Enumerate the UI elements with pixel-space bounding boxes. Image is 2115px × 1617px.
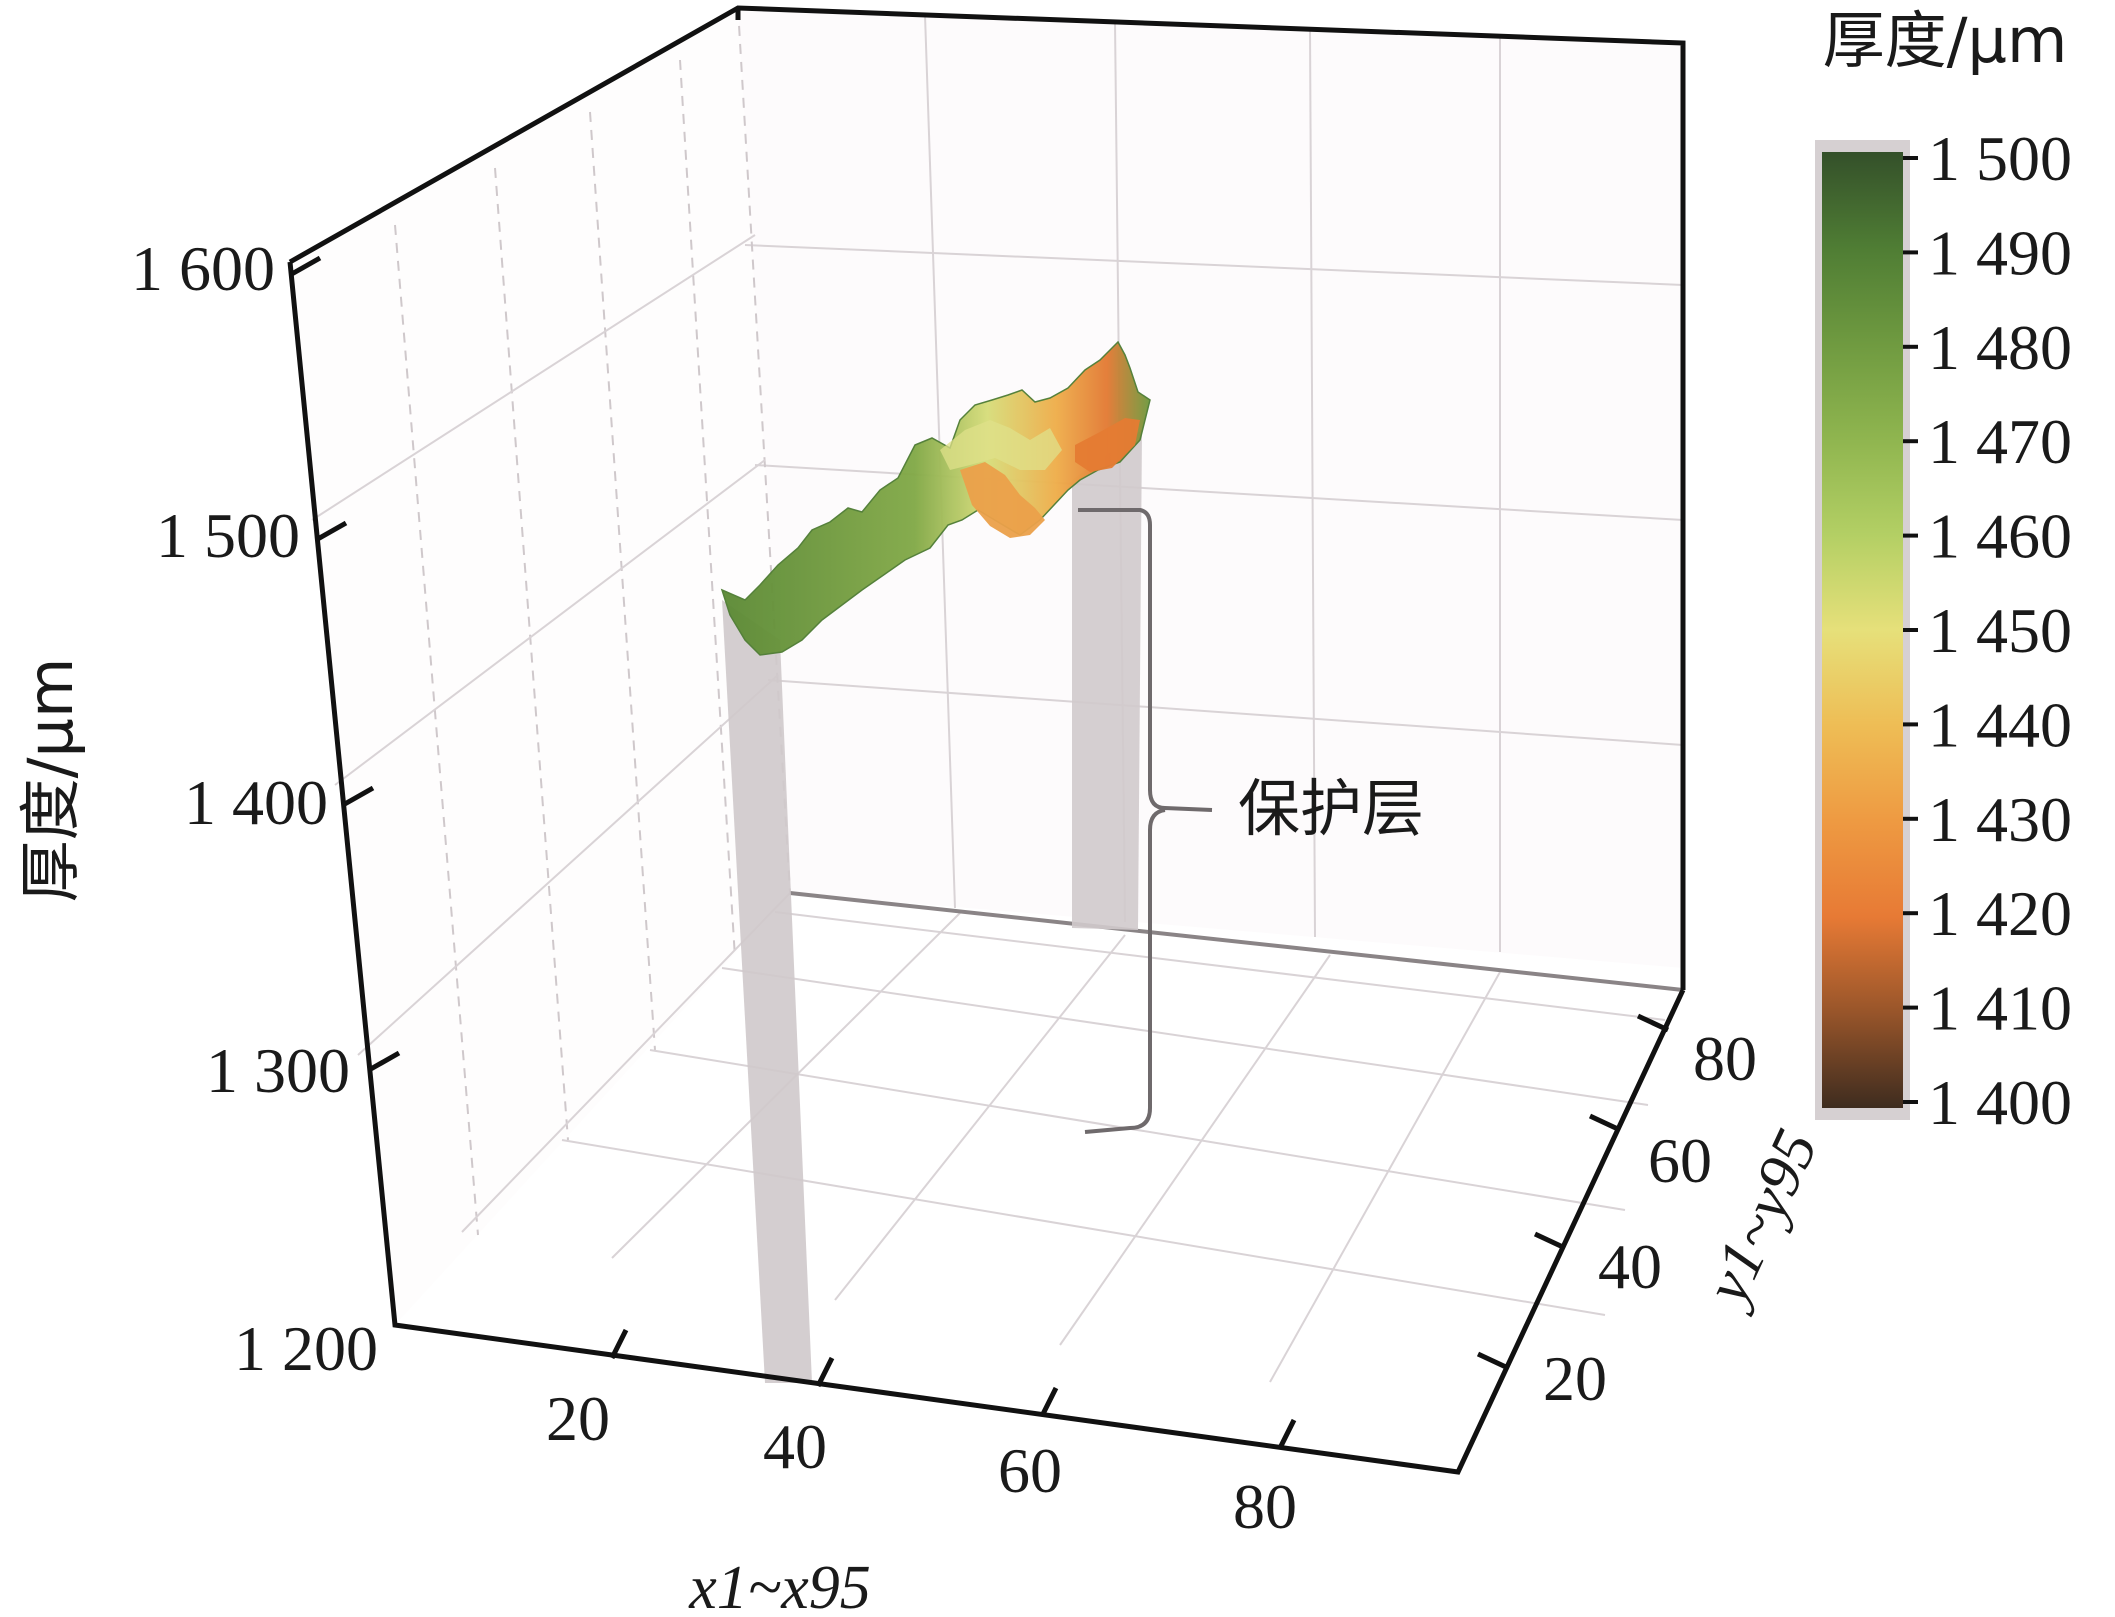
thickness-surface [720,340,1151,656]
y-tick-60 [1588,1113,1622,1133]
z-tick-label: 1 300 [206,1035,350,1106]
colorbar-tick-label: 1 410 [1928,973,2072,1044]
axes-frame [287,5,1686,1475]
protective-layer-bands [722,430,1142,1383]
x-tick-20 [609,1328,629,1360]
z-axis: 1 600 1 500 1 400 1 300 1 200 厚度/μm [14,233,401,1384]
colorbar-title: 厚度/μm [1823,4,2068,77]
colorbar-tick-label: 1 450 [1928,595,2072,666]
z-tick-1400 [341,785,375,808]
y-tick-label: 40 [1598,1231,1662,1302]
colorbar-tick-label: 1 470 [1928,406,2072,477]
colorbar-tick-label: 1 430 [1928,784,2072,855]
x-tick-label: 20 [546,1383,610,1454]
annotation-bracket [1078,508,1213,1134]
z-tick-label: 1 500 [156,500,300,571]
y-tick-label: 80 [1693,1023,1757,1094]
x-axis: 20 40 60 80 x1~x95 [546,1328,1297,1617]
surface-yellow-zone [940,420,1062,470]
x-tick-label: 40 [763,1411,827,1482]
z-tick-label: 1 200 [234,1313,378,1384]
colorbar-tick-label: 1 400 [1928,1067,2072,1138]
x-axis-title: x1~x95 [688,1554,871,1617]
z-tick-1500 [314,520,348,543]
colorbar: 厚度/μm 1 500 1 490 1 480 1 470 1 460 1 450 1 44… [1815,4,2072,1138]
annotation-label: 保护层 [1238,772,1424,845]
colorbar-tick-label: 1 480 [1928,312,2072,383]
colorbar-gradient-rect [1822,152,1903,1108]
x-tick-label: 80 [1233,1471,1297,1542]
colorbar-tick-label: 1 420 [1928,878,2072,949]
protective-layer-annotation: 保护层 [1078,508,1424,1134]
colorbar-tick-label: 1 490 [1928,217,2072,288]
y-tick-label: 20 [1543,1343,1607,1414]
colorbar-tick-label: 1 440 [1928,689,2072,760]
y-tick-20 [1476,1351,1510,1371]
back-wall-grid [290,7,1684,1383]
surface-orange-edge [1075,418,1140,472]
z-axis-title: 厚度/μm [14,658,87,903]
y-axis: 20 40 60 80 y1~y95 [1476,1013,1831,1414]
z-tick-1600 [288,255,322,278]
y-tick-40 [1533,1231,1567,1251]
z-tick-1300 [367,1050,401,1073]
surface-orange-valley [960,462,1045,538]
y-tick-label: 60 [1648,1125,1712,1196]
surface-top-layer [720,340,1151,656]
x-tick-80 [1277,1418,1297,1450]
y-tick-80 [1636,1013,1670,1033]
z-tick-label: 1 600 [131,233,275,304]
z-tick-label: 1 400 [184,767,328,838]
colorbar-tick-label: 1 500 [1928,123,2072,194]
x-tick-40 [815,1356,835,1388]
x-tick-60 [1039,1386,1059,1418]
x-tick-label: 60 [998,1435,1062,1506]
colorbar-tick-label: 1 460 [1928,501,2072,572]
